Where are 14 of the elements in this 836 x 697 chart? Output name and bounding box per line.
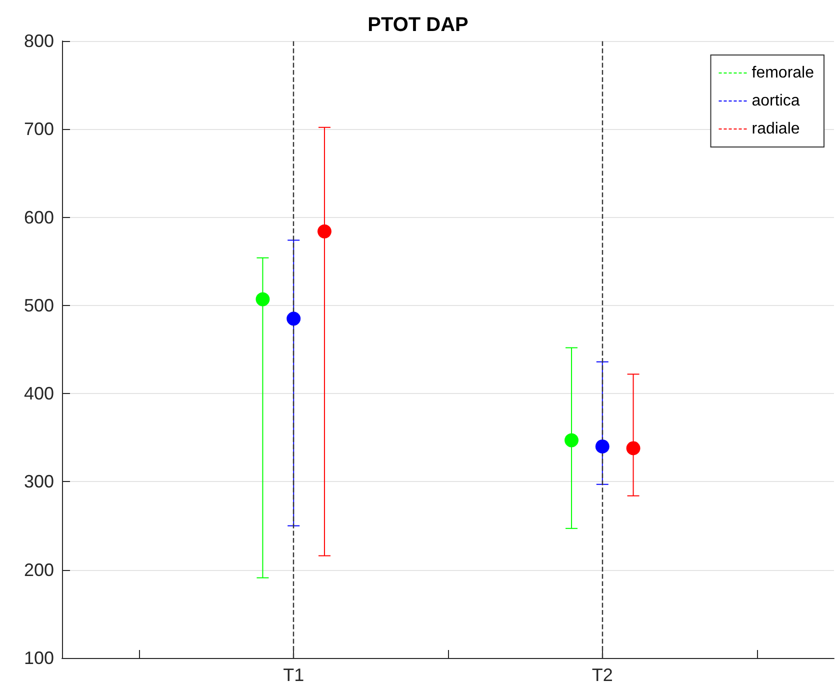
y-tick-label: 300 bbox=[24, 472, 54, 492]
x-tick-label: T1 bbox=[283, 665, 304, 685]
legend-label: radiale bbox=[752, 120, 800, 138]
x-tick-label: T2 bbox=[592, 665, 613, 685]
y-tick-label: 200 bbox=[24, 560, 54, 580]
y-tick-label: 600 bbox=[24, 207, 54, 228]
chart-title: PTOT DAP bbox=[368, 14, 468, 36]
y-tick-label: 100 bbox=[24, 648, 54, 668]
y-tick-label: 800 bbox=[24, 31, 54, 51]
legend-label: femorale bbox=[752, 64, 814, 82]
y-tick-label: 400 bbox=[24, 384, 54, 404]
y-tick-label: 500 bbox=[24, 295, 54, 316]
legend-label: aortica bbox=[752, 92, 800, 110]
y-tick-label: 700 bbox=[24, 119, 54, 140]
